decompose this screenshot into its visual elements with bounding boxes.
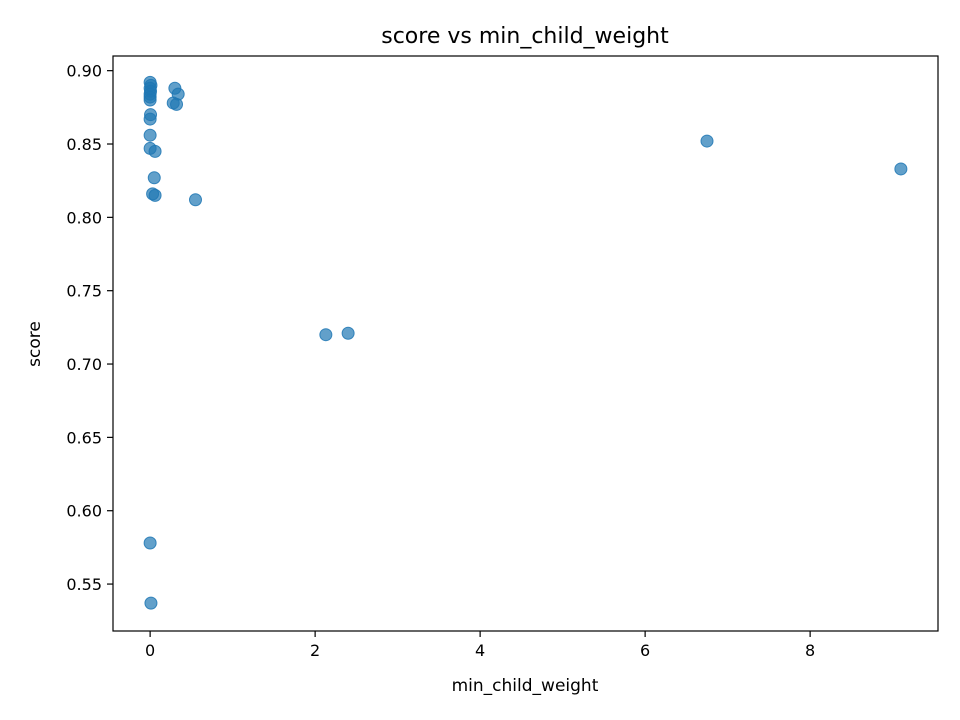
x-axis: 0 2 4 6 8 [145,631,815,660]
y-tick-label: 0.60 [66,502,102,521]
x-tick-label: 4 [475,641,485,660]
y-tick-label: 0.90 [66,62,102,81]
plot-frame [112,55,939,632]
y-tick-label: 0.85 [66,135,102,154]
data-point [143,128,157,142]
y-tick-label: 0.55 [66,575,102,594]
data-point [319,328,333,342]
data-point [148,188,162,202]
y-tick-label: 0.70 [66,355,102,374]
x-axis-label: min_child_weight [452,676,599,696]
chart-title: score vs min_child_weight [381,24,669,49]
x-tick-label: 0 [145,641,155,660]
data-point [148,144,162,158]
x-tick-label: 8 [805,641,815,660]
data-point [147,171,161,185]
data-point [894,162,908,176]
y-axis-label: score [25,321,45,367]
data-point [170,97,184,111]
y-tick-label: 0.65 [66,428,102,447]
x-tick-label: 6 [640,641,650,660]
data-point [144,596,158,610]
data-point [143,93,157,107]
data-point [341,326,355,340]
data-point [700,134,714,148]
data-point [189,193,202,207]
y-tick-label: 0.80 [66,208,102,227]
y-tick-label: 0.75 [66,282,102,301]
y-axis: 0.55 0.60 0.65 0.70 0.75 0.80 0.85 0.90 [66,62,113,594]
points-layer [143,75,908,610]
data-point [143,536,157,550]
data-point [143,112,157,126]
x-tick-label: 2 [310,641,320,660]
